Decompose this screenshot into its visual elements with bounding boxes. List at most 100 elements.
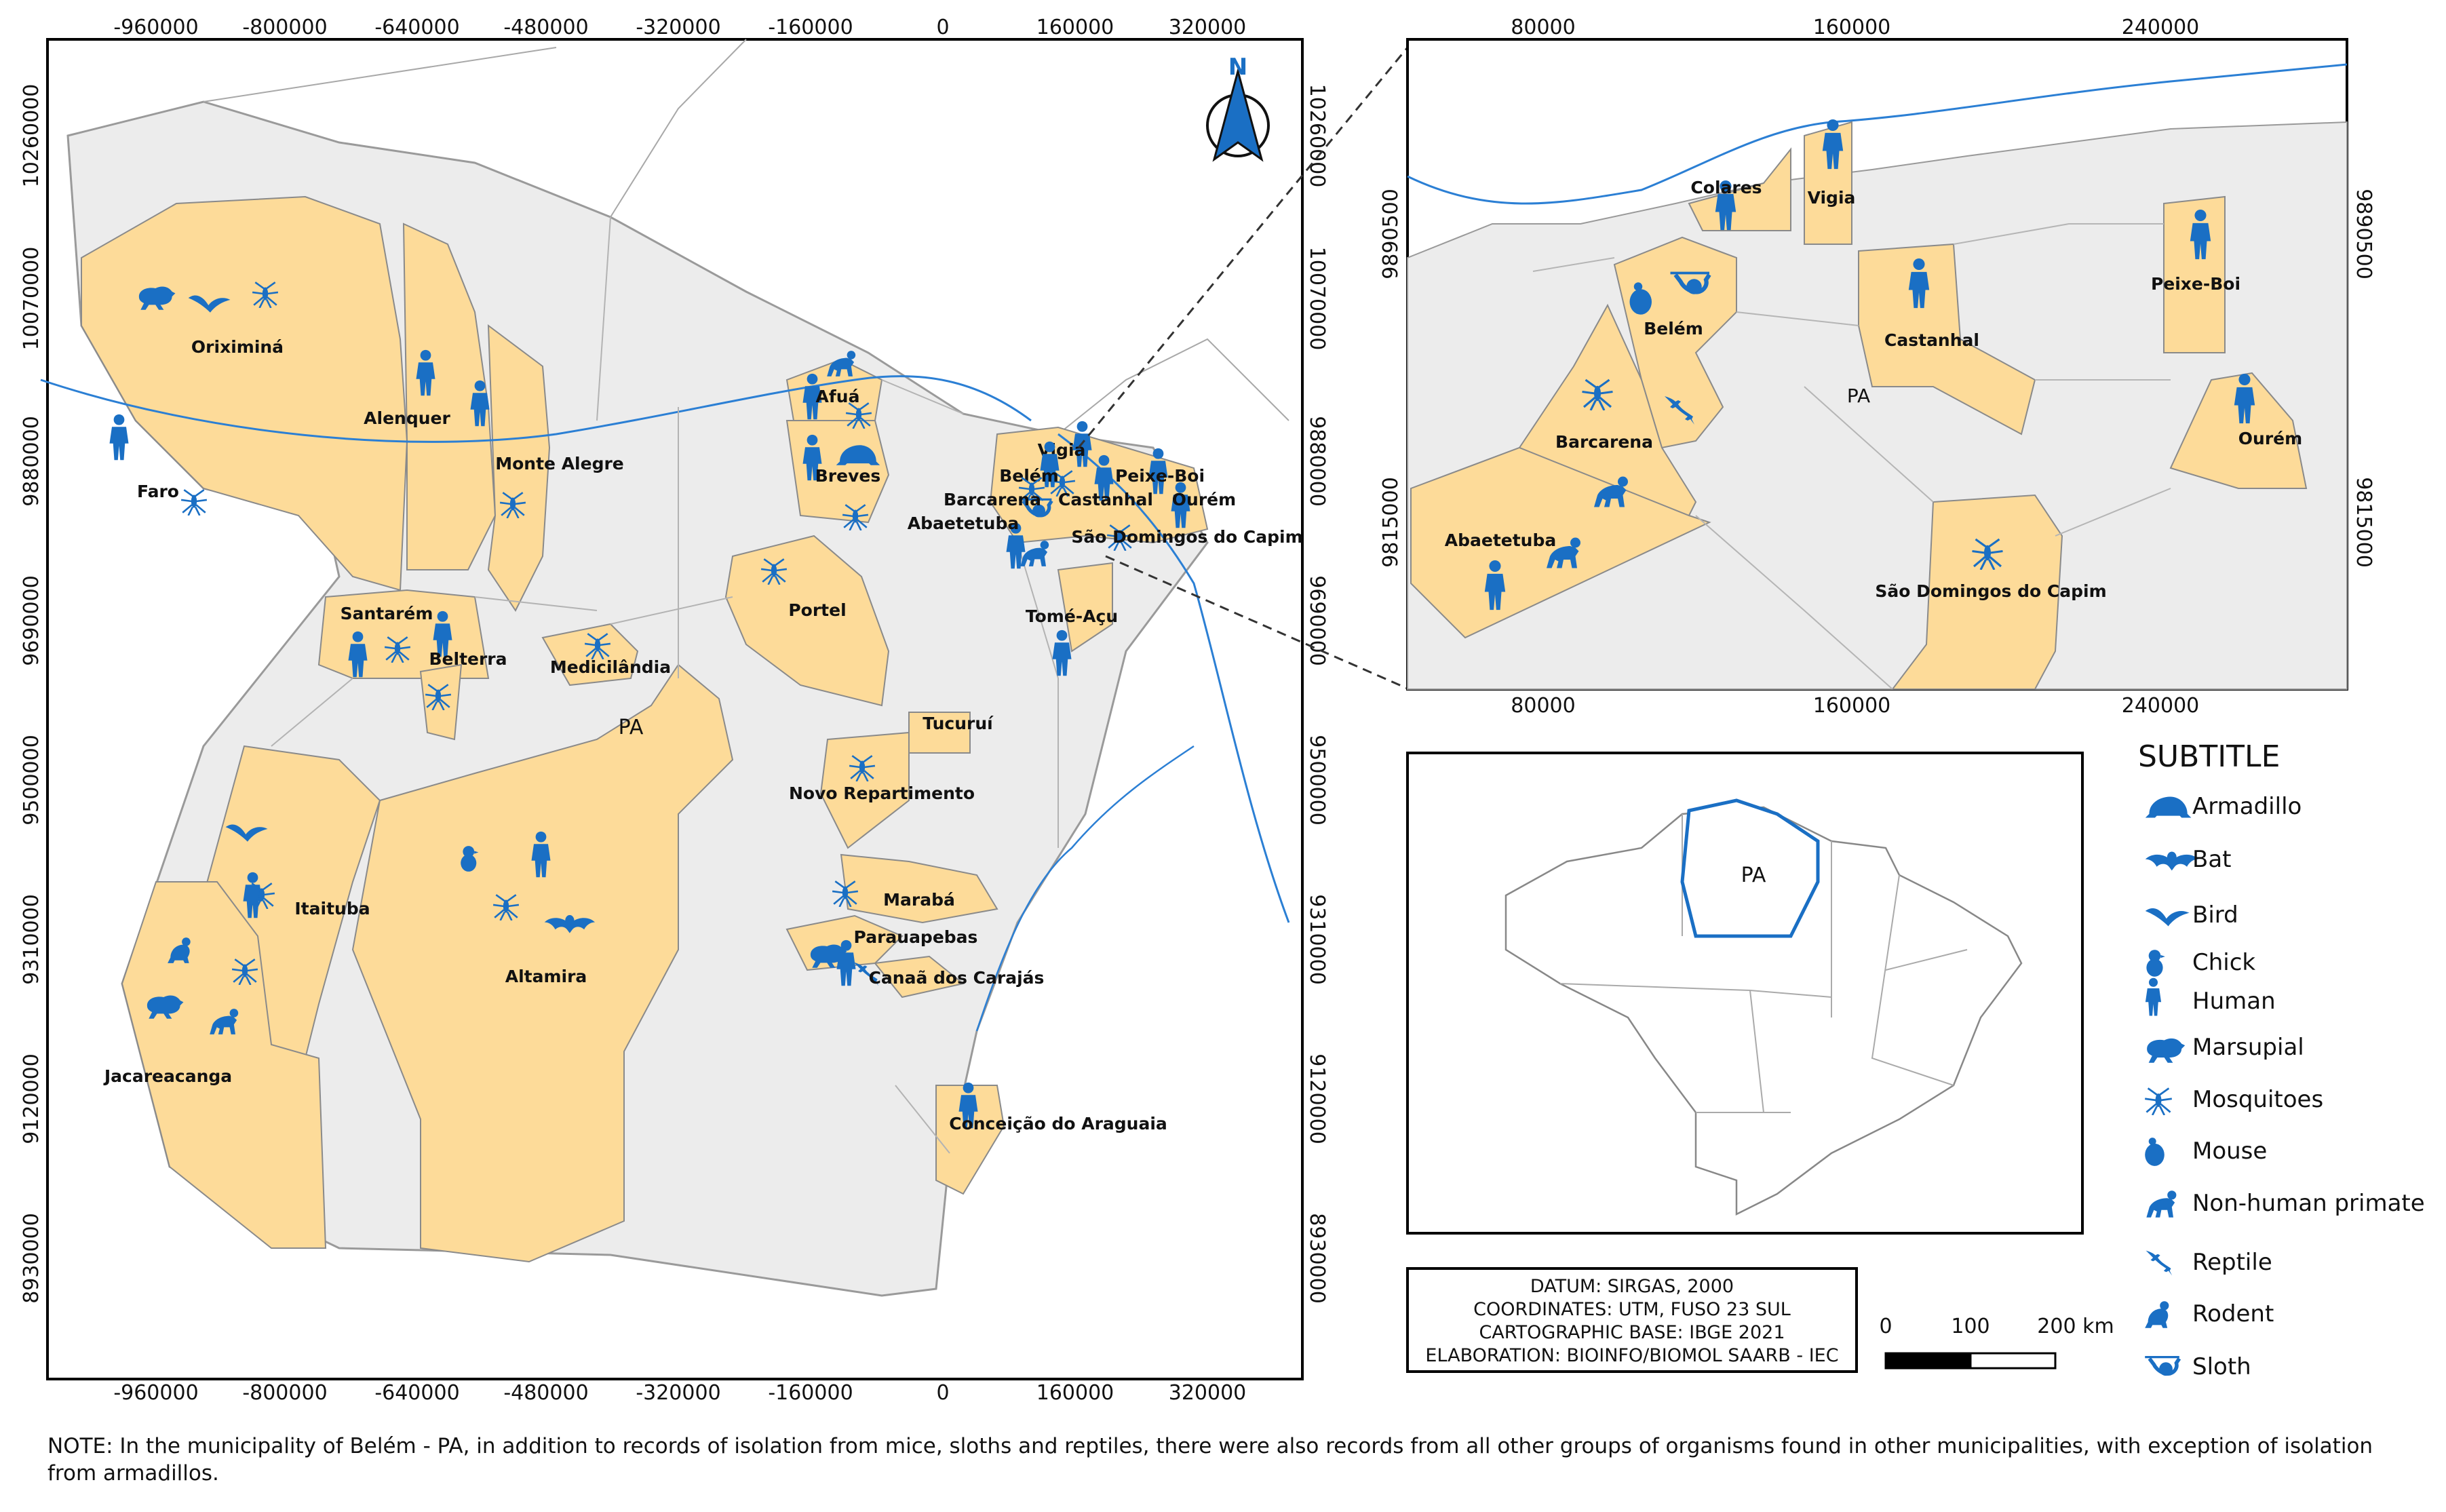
brazil-locator-map: PA: [1406, 752, 2084, 1235]
inset-municipality-colares: Colares: [1690, 178, 1762, 231]
main-map-x-ticks-top: -960000 -800000 -640000 -480000 -320000 -1600…: [113, 16, 1246, 39]
area-tome-acu: [1057, 562, 1113, 653]
inset-x-ticks-bottom: 80000 160000 240000: [1511, 694, 2199, 718]
inset-area-castanhal: [1858, 243, 2036, 435]
municipality-itaituba: Itaituba: [225, 824, 370, 918]
info-line: COORDINATES: UTM, FUSO 23 SUL: [1473, 1299, 1791, 1320]
legend-item-marsupial: Marsupial: [2147, 1034, 2304, 1063]
inset-state-label: PA: [1847, 385, 1870, 407]
bat-icon: [2145, 851, 2198, 871]
municipality-label: Barcarena: [944, 490, 1041, 509]
main-x-tick-bottom: -640000: [374, 1381, 459, 1405]
municipality-label: Tucuruí: [923, 714, 994, 733]
main-y-tick-left: 9120000: [20, 1053, 43, 1144]
main-x-tick-bottom: 0: [936, 1381, 949, 1405]
armadillo-icon: [2145, 796, 2192, 818]
municipality-afu-: Afuá: [802, 351, 873, 429]
legend-label: Marsupial: [2192, 1034, 2304, 1061]
municipality-barcarena: Barcarena: [944, 476, 1046, 509]
scale-label-0: 0: [1879, 1315, 1892, 1338]
area-maraba: [840, 853, 998, 924]
inset-municipality-label: Peixe-Boi: [2151, 274, 2240, 294]
area-monte-alegre: [487, 324, 551, 612]
main-x-tick-top: -640000: [374, 16, 459, 39]
main-x-tick-top: -320000: [636, 16, 720, 39]
municipality-label: Monte Alegre: [495, 454, 624, 473]
legend: SUBTITLE Armadillo Bat Bird Chick Human Marsu…: [2138, 739, 2425, 1380]
municipality-label: Alenquer: [364, 408, 450, 428]
legend-item-bird: Bird: [2145, 902, 2238, 929]
chick-icon: [2146, 950, 2165, 977]
north-label: N: [1228, 54, 1247, 81]
inset-municipality-vigia: Vigia: [1808, 119, 1855, 208]
area-conceicao: [935, 1085, 1005, 1195]
legend-item-bat: Bat: [2145, 846, 2232, 873]
municipality-faro: Faro: [109, 414, 208, 516]
municipality-label: Belterra: [429, 649, 507, 669]
legend-label: Mouse: [2192, 1138, 2267, 1165]
inset-y-tick-right: 9890500: [2352, 189, 2375, 279]
brazil-state-label: PA: [1741, 864, 1766, 887]
inset-municipality-label: Colares: [1690, 178, 1762, 197]
municipality-cana-dos-caraj-s: Canaã dos Carajás: [853, 962, 1044, 988]
main-y-tick-right: 9310000: [1305, 894, 1329, 985]
municipality-label: Altamira: [505, 967, 587, 986]
legend-item-non-human-primate: Non-human primate: [2146, 1190, 2425, 1218]
municipality-label: Jacareacanga: [103, 1066, 232, 1086]
inset-x-tick-top: 160000: [1813, 16, 1891, 39]
mouse-icon: [2145, 1138, 2164, 1166]
legend-label: Reptile: [2192, 1249, 2272, 1276]
municipality-label: Medicilândia: [550, 657, 671, 677]
municipality-label: Canaã dos Carajás: [869, 968, 1045, 988]
municipality-alenquer: Alenquer: [364, 349, 450, 428]
municipality-label: Conceição do Araguaia: [949, 1114, 1167, 1133]
area-novo-repartimento: [819, 731, 910, 849]
area-medicilandia: [541, 623, 639, 686]
inset-municipality-label: Barcarena: [1555, 432, 1653, 452]
municipality-label: Afuá: [816, 387, 860, 406]
inset-municipality-label: Castanhal: [1884, 330, 1979, 350]
legend-label: Non-human primate: [2192, 1190, 2425, 1217]
legend-label: Bat: [2192, 846, 2232, 873]
inset-municipality-s-o-domingos-do-capim: São Domingos do Capim: [1875, 538, 2107, 601]
municipality-label: Marabá: [883, 890, 955, 910]
municipality-belterra: Belterra: [424, 610, 507, 710]
municipality-santar-m: Santarém: [341, 604, 433, 678]
inset-municipality-label: Abaetetuba: [1445, 530, 1557, 550]
inset-x-tick-bottom: 80000: [1511, 694, 1575, 718]
main-map: -960000 -800000 -640000 -480000 -320000 -1600…: [20, 16, 1329, 1405]
legend-label: Armadillo: [2192, 793, 2302, 820]
inset-municipality-label: Ourém: [2238, 429, 2302, 448]
main-y-tick-right: 10070000: [1305, 247, 1329, 351]
inset-municipality-castanhal: Castanhal: [1884, 258, 1979, 350]
municipality-jacareacanga: Jacareacanga: [103, 937, 259, 1086]
main-state-label: PA: [619, 716, 644, 739]
municipality-castanhal: Castanhal: [1058, 454, 1153, 509]
municipality-portel: Portel: [760, 558, 847, 620]
municipality-tom-a-u: Tomé-Açu: [1026, 606, 1118, 676]
inset-municipality-bel-m: Belém: [1629, 273, 1710, 425]
legend-item-sloth: Sloth: [2145, 1353, 2251, 1380]
main-x-tick-bottom: -160000: [768, 1381, 853, 1405]
municipality-oriximin-: Oriximiná: [138, 281, 284, 357]
area-belterra: [419, 663, 463, 741]
main-x-tick-top: -480000: [503, 16, 588, 39]
inset-map: PA 80000 160000 240000 80000 160000 240000 9…: [1379, 16, 2375, 718]
legend-item-mosquitoes: Mosquitoes: [2143, 1086, 2323, 1115]
scale-label-200: 200 km: [2037, 1315, 2114, 1338]
north-arrow: N: [1206, 54, 1270, 162]
rodent-icon: [2145, 1301, 2169, 1328]
legend-item-rodent: Rodent: [2145, 1300, 2274, 1328]
municipality-label: Abaetetuba: [908, 513, 1020, 533]
main-x-tick-bottom: -960000: [113, 1381, 198, 1405]
sloth-icon: [2145, 1357, 2179, 1376]
inset-municipality-peixe-boi: Peixe-Boi: [2151, 209, 2240, 294]
municipality-label: Santarém: [341, 604, 433, 623]
main-x-tick-top: 320000: [1169, 16, 1247, 39]
main-y-tick-left: 9310000: [20, 894, 43, 985]
main-y-tick-left: 9880000: [20, 416, 43, 507]
municipality-label: Peixe-Boi: [1115, 466, 1205, 486]
inset-municipality-our-m: Ourém: [2234, 373, 2302, 448]
info-line: DATUM: SIRGAS, 2000: [1530, 1276, 1734, 1297]
